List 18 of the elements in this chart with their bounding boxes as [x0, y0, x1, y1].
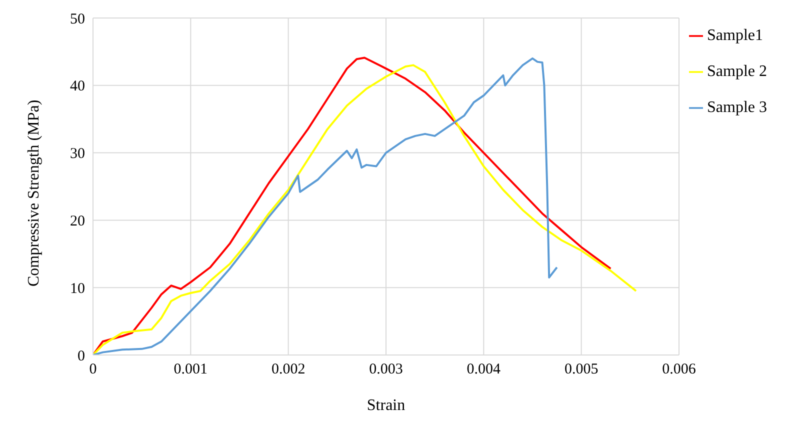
- x-tick-label: 0.005: [564, 362, 598, 378]
- y-tick-label: 20: [70, 214, 85, 230]
- legend-label: Sample 3: [707, 99, 767, 116]
- x-tick-label: 0.001: [174, 362, 208, 378]
- y-tick-label: 40: [70, 78, 85, 95]
- y-tick-label: 10: [70, 280, 85, 297]
- x-tick-label: 0.002: [271, 362, 306, 378]
- legend-label: Sample1: [707, 27, 763, 44]
- y-tick-label: 50: [70, 11, 85, 28]
- y-axis-title: Compressive Strength (MPa): [26, 100, 43, 286]
- x-tick-label: 0.006: [662, 362, 696, 378]
- x-axis-title: Strain: [366, 397, 406, 414]
- x-tick-label: 0: [89, 362, 97, 378]
- legend-label: Sample 2: [707, 63, 767, 80]
- y-tick-label: 0: [78, 348, 85, 364]
- x-tick-label: 0.004: [466, 362, 502, 378]
- y-tick-label: 30: [70, 146, 85, 162]
- x-tick-label: 0.003: [369, 362, 403, 378]
